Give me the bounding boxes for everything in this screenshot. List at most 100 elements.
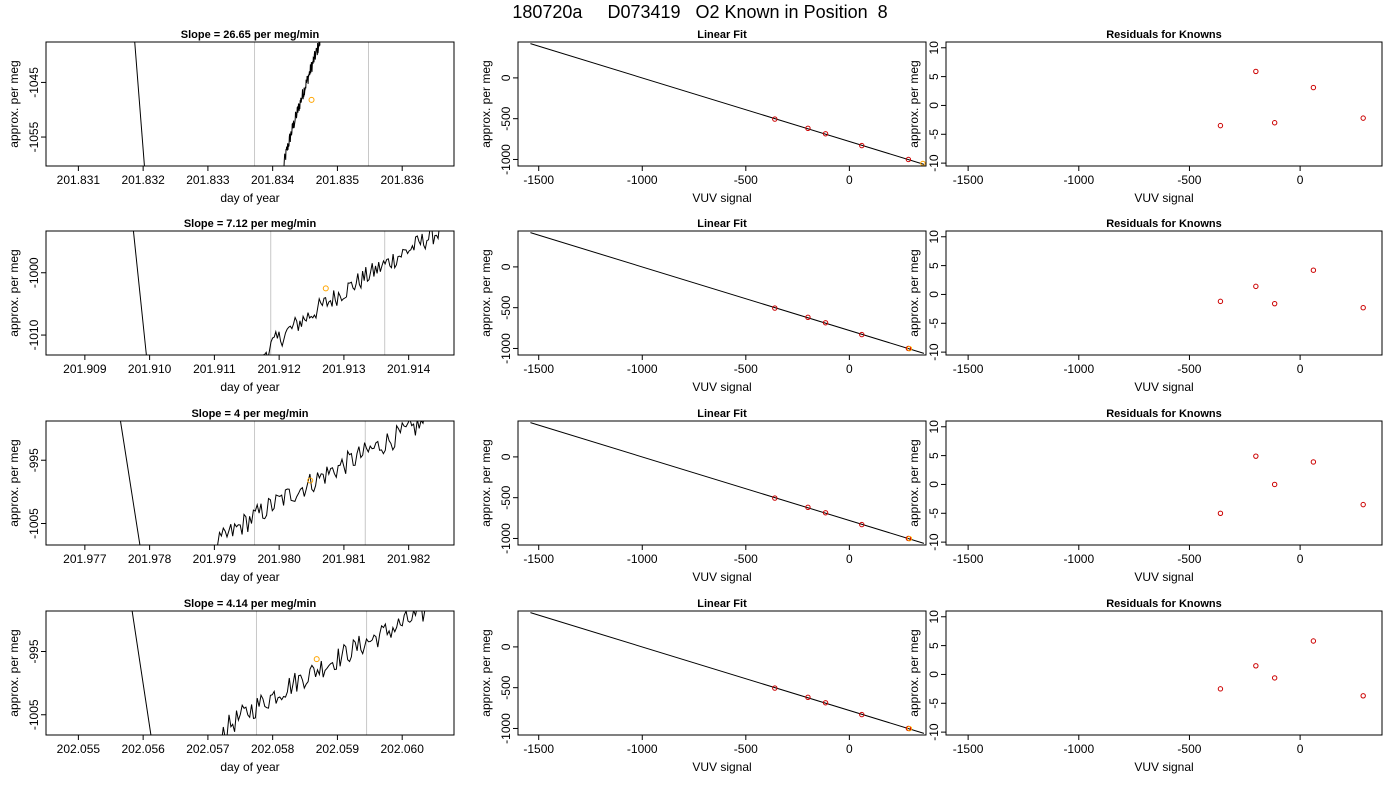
fit-line xyxy=(530,612,925,734)
rising-trace xyxy=(262,231,440,355)
panel-title: Residuals for Knowns xyxy=(1106,408,1222,420)
x-axis-label: VUV signal xyxy=(1134,191,1193,205)
data-point xyxy=(772,685,778,691)
x-tick-label: -1500 xyxy=(953,362,984,376)
data-point xyxy=(1217,510,1224,516)
highlight-point xyxy=(906,725,913,732)
x-tick-label: 202.059 xyxy=(316,742,360,756)
plot-frame xyxy=(517,610,927,736)
data-point xyxy=(1253,283,1259,290)
x-tick-label: 201.910 xyxy=(128,362,172,376)
panel-time-row1: Slope = 26.65 per meg/min 201.831 201.832 2… xyxy=(7,29,455,205)
plot-area xyxy=(119,421,424,545)
x-axis-label: VUV signal xyxy=(1134,760,1193,774)
data-point xyxy=(822,510,829,516)
y-tick-label: -1005 xyxy=(27,699,41,730)
x-axis-label: day of year xyxy=(220,191,279,205)
data-point xyxy=(1360,305,1366,311)
y-tick-label: -500 xyxy=(499,106,513,130)
data-point xyxy=(1310,267,1317,273)
x-tick-label: -500 xyxy=(734,173,758,187)
data-point xyxy=(1360,693,1366,699)
x-tick-label: 201.912 xyxy=(257,362,301,376)
plot-frame xyxy=(517,230,927,356)
highlight-point xyxy=(906,535,913,542)
y-axis-label: approx. per meg xyxy=(907,439,921,526)
data-point xyxy=(1271,675,1278,681)
x-tick-label: 201.981 xyxy=(322,552,366,566)
x-tick-label: -500 xyxy=(1177,552,1201,566)
y-axis-label: approx. per meg xyxy=(7,60,21,147)
data-point xyxy=(772,305,778,311)
y-tick-label: 0 xyxy=(927,291,941,298)
y-tick-label: -1000 xyxy=(27,257,41,288)
data-point xyxy=(1217,686,1224,692)
y-tick-label: -10 xyxy=(927,533,941,551)
panel-title: Slope = 7.12 per meg/min xyxy=(184,218,317,230)
y-tick-label: -5 xyxy=(927,129,941,140)
x-tick-label: 201.909 xyxy=(63,362,107,376)
x-tick-label: -500 xyxy=(1177,173,1201,187)
plot-area xyxy=(530,422,925,544)
data-point xyxy=(1310,638,1317,644)
x-tick-label: -500 xyxy=(1177,742,1201,756)
x-tick-label: 202.060 xyxy=(380,742,424,756)
panel-title: Linear Fit xyxy=(697,408,747,420)
y-tick-label: 0 xyxy=(499,453,513,460)
data-point xyxy=(1253,68,1259,75)
plot-area xyxy=(530,232,925,354)
plot-frame xyxy=(945,41,1383,167)
data-point xyxy=(1271,120,1278,126)
plot-frame xyxy=(945,420,1383,546)
panel-title: Residuals for Knowns xyxy=(1106,598,1222,610)
data-point xyxy=(1217,298,1224,305)
descent-trace xyxy=(134,42,145,166)
x-tick-label: -500 xyxy=(734,742,758,756)
plot-area xyxy=(1217,267,1366,311)
data-point xyxy=(1310,84,1317,91)
y-tick-label: -5 xyxy=(927,698,941,709)
data-point xyxy=(1360,501,1366,508)
x-axis-label: VUV signal xyxy=(692,191,751,205)
x-tick-label: -1000 xyxy=(1063,742,1094,756)
x-tick-label: 202.056 xyxy=(121,742,165,756)
y-tick-label: 0 xyxy=(499,263,513,270)
y-tick-label: -1000 xyxy=(499,144,513,175)
x-tick-label: 202.055 xyxy=(57,742,101,756)
marker-point xyxy=(307,477,314,484)
y-axis-label: approx. per meg xyxy=(479,60,493,147)
data-point xyxy=(1253,453,1259,459)
y-tick-label: -10 xyxy=(927,723,941,741)
y-axis-label: approx. per meg xyxy=(7,439,21,526)
x-tick-label: 0 xyxy=(846,362,853,376)
panel-title: Linear Fit xyxy=(697,29,747,41)
rising-trace xyxy=(219,611,426,735)
panel-resid-row1: Residuals for Knowns -1500 -1000 -500 0 10 5 0 -… xyxy=(907,29,1383,205)
x-tick-label: 201.831 xyxy=(57,173,101,187)
x-tick-label: 0 xyxy=(1297,173,1304,187)
data-point xyxy=(859,142,865,149)
y-axis-label: approx. per meg xyxy=(907,249,921,336)
descent-trace xyxy=(132,231,147,355)
x-tick-label: 202.057 xyxy=(186,742,230,756)
x-tick-label: 201.836 xyxy=(380,173,424,187)
y-tick-label: 5 xyxy=(927,73,941,80)
y-axis-label: approx. per meg xyxy=(479,629,493,716)
y-axis-label: approx. per meg xyxy=(907,629,921,716)
marker-point xyxy=(322,285,329,292)
y-tick-label: 5 xyxy=(927,452,941,459)
y-tick-label: 10 xyxy=(927,230,941,244)
y-tick-label: 0 xyxy=(927,671,941,678)
fit-line xyxy=(530,232,925,354)
plot-area xyxy=(530,43,926,166)
y-axis-label: approx. per meg xyxy=(479,249,493,336)
panel-time-row3: Slope = 4 per meg/min 201.977 201.978 201.9… xyxy=(7,408,455,584)
x-tick-label: 201.835 xyxy=(316,173,360,187)
y-tick-label: 10 xyxy=(927,610,941,624)
plot-area xyxy=(1217,68,1366,129)
data-point xyxy=(822,320,829,326)
x-tick-label: -1000 xyxy=(627,362,658,376)
plot-frame xyxy=(517,41,927,167)
plot-area xyxy=(134,42,370,166)
y-tick-label: 5 xyxy=(927,262,941,269)
